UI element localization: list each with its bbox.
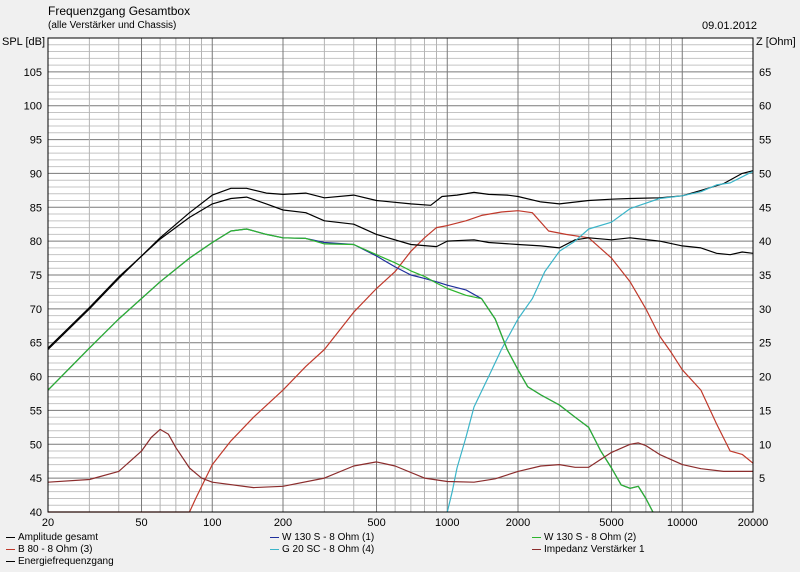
y2-tick-label: 30	[759, 304, 771, 316]
y-tick-label: 75	[30, 270, 42, 282]
legend-swatch	[270, 537, 279, 538]
series-line-5	[446, 170, 754, 513]
chart-date: 09.01.2012	[702, 20, 758, 32]
legend-swatch	[532, 549, 541, 550]
plot-frame	[47, 37, 754, 513]
series-line-6	[47, 228, 654, 513]
series-line-3	[47, 196, 754, 349]
y2-tick-label: 60	[759, 101, 771, 113]
y-tick-label: 100	[24, 101, 42, 113]
y-tick-label: 45	[30, 473, 42, 485]
y-left-axis-label: SPL [dB]	[2, 36, 46, 48]
grid	[47, 37, 754, 513]
y-tick-label: 55	[30, 405, 42, 417]
legend-swatch	[6, 537, 15, 538]
legend-item: B 80 - 8 Ohm (3)	[6, 544, 92, 555]
legend-item: Amplitude gesamt	[6, 532, 98, 543]
y-right-axis-label: Z [Ohm]	[756, 36, 796, 48]
legend-item: W 130 S - 8 Ohm (1)	[270, 532, 374, 543]
chart-title: Frequenzgang Gesamtbox	[48, 4, 191, 18]
series-lines	[47, 170, 754, 513]
legend-item: Impedanz Verstärker 1	[532, 544, 645, 555]
x-tick-label: 5000	[599, 517, 623, 529]
legend-item: W 130 S - 8 Ohm (2)	[532, 532, 636, 543]
y2-tick-label: 50	[759, 168, 771, 180]
y2-tick-label: 10	[759, 439, 771, 451]
legend-label: Amplitude gesamt	[18, 532, 99, 543]
legend-label: Impedanz Verstärker 1	[544, 544, 645, 555]
x-tick-label: 2000	[506, 517, 530, 529]
legend-swatch	[532, 537, 541, 538]
y2-tick-label: 35	[759, 270, 771, 282]
y2-tick-label: 20	[759, 372, 771, 384]
y2-tick-label: 40	[759, 236, 771, 248]
y2-tick-label: 25	[759, 338, 771, 350]
legend-label: Energiefrequenzgang	[18, 556, 114, 567]
y-tick-label: 40	[30, 507, 42, 519]
legend-label: B 80 - 8 Ohm (3)	[18, 544, 93, 555]
y-tick-label: 50	[30, 439, 42, 451]
x-tick-label: 500	[367, 517, 385, 529]
y2-tick-label: 45	[759, 202, 771, 214]
legend-swatch	[270, 549, 279, 550]
y2-tick-label: 55	[759, 135, 771, 147]
series-line-1	[47, 170, 754, 350]
y-tick-label: 95	[30, 135, 42, 147]
x-tick-label: 20000	[738, 517, 769, 529]
y-tick-label: 105	[24, 67, 42, 79]
y-tick-label: 60	[30, 372, 42, 384]
legend-item: G 20 SC - 8 Ohm (4)	[270, 544, 374, 555]
y2-tick-label: 5	[759, 473, 765, 485]
series-line-2	[48, 210, 754, 513]
legend-swatch	[6, 561, 15, 562]
x-tick-label: 50	[135, 517, 147, 529]
chart-subtitle: (alle Verstärker und Chassis)	[48, 20, 177, 31]
series-line-7	[47, 428, 753, 489]
legend-label: W 130 S - 8 Ohm (2)	[544, 532, 637, 543]
legend-label: W 130 S - 8 Ohm (1)	[282, 532, 375, 543]
x-tick-label: 10000	[667, 517, 698, 529]
x-tick-label: 200	[274, 517, 292, 529]
x-tick-label: 20	[42, 517, 54, 529]
x-tick-label: 100	[203, 517, 221, 529]
y-tick-label: 80	[30, 236, 42, 248]
y-tick-label: 85	[30, 202, 42, 214]
y2-tick-label: 65	[759, 67, 771, 79]
y2-tick-label: 15	[759, 405, 771, 417]
tick-labels: 20 50 100 200 500 1000 2000 5000 10000 20000 40 45 5…	[24, 67, 772, 529]
legend-label: G 20 SC - 8 Ohm (4)	[282, 544, 375, 555]
y-tick-label: 65	[30, 338, 42, 350]
legend-item: Energiefrequenzgang	[6, 556, 114, 567]
x-tick-label: 1000	[435, 517, 459, 529]
y-tick-label: 90	[30, 168, 42, 180]
y-tick-label: 70	[30, 304, 42, 316]
legend-swatch	[6, 549, 15, 550]
